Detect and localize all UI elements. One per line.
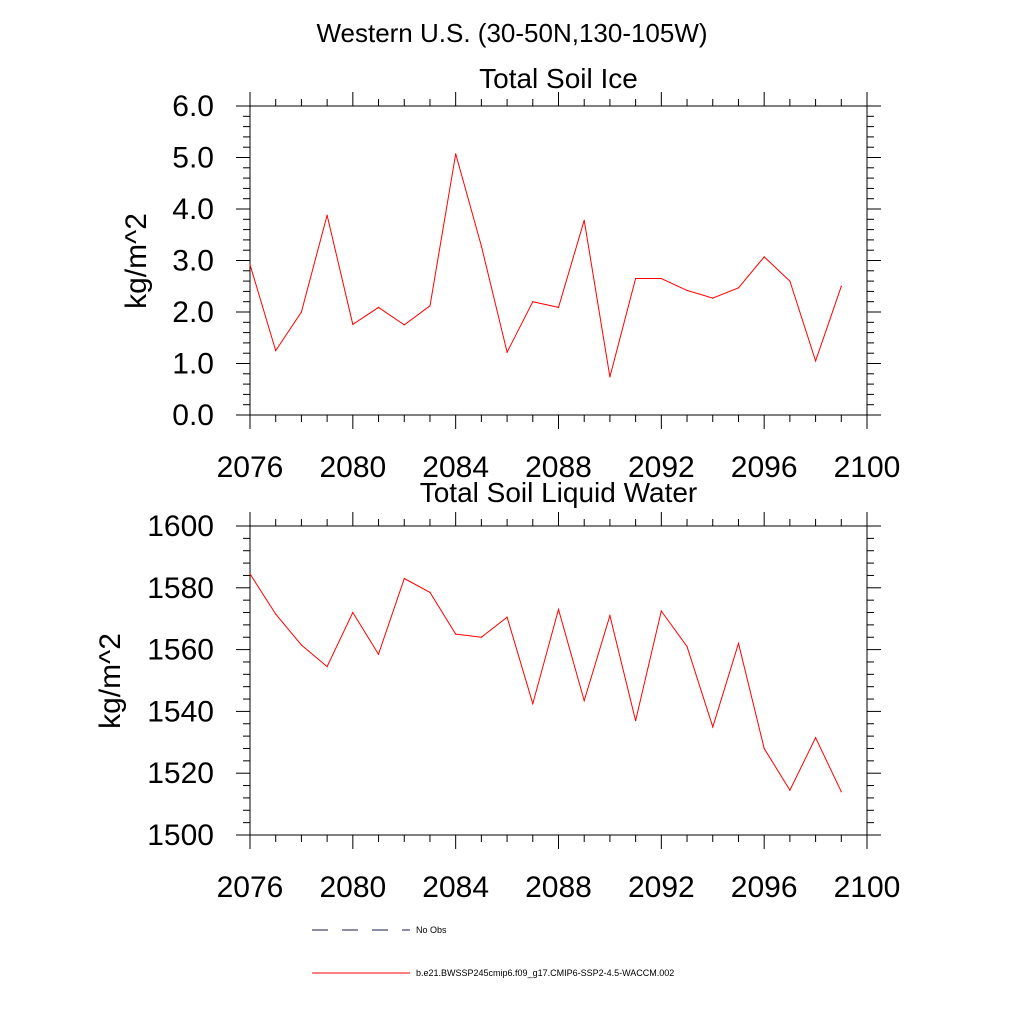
x-tick-label: 2088 — [525, 871, 592, 904]
x-tick-label: 2092 — [628, 871, 695, 904]
data-point — [789, 280, 791, 282]
y-tick-label: 3.0 — [172, 245, 214, 278]
data-point — [300, 311, 303, 313]
data-point — [686, 289, 688, 291]
x-tick-label: 2076 — [217, 871, 284, 904]
page-title: Western U.S. (30-50N,130-105W) — [316, 18, 707, 48]
y-tick-label: 1560 — [147, 634, 214, 667]
data-point — [609, 615, 611, 617]
chart-title: Total Soil Ice — [479, 63, 638, 94]
series-line — [249, 573, 842, 792]
data-point — [506, 616, 508, 618]
y-tick-label: 1520 — [147, 757, 214, 790]
data-point — [789, 789, 791, 791]
data-point — [403, 577, 405, 580]
data-point — [583, 219, 585, 221]
y-tick-label: 2.0 — [172, 296, 214, 329]
data-point — [686, 645, 688, 648]
x-tick-label: 2100 — [834, 451, 901, 484]
data-point — [763, 256, 765, 258]
series-line — [249, 153, 842, 378]
x-tick-label: 2100 — [834, 871, 901, 904]
data-point — [737, 642, 740, 645]
data-point — [480, 245, 482, 247]
x-tick-label: 2088 — [525, 451, 592, 484]
data-point — [583, 699, 585, 702]
data-point — [557, 608, 560, 611]
data-point — [455, 633, 457, 635]
data-point — [660, 610, 662, 612]
data-point — [429, 305, 431, 307]
chart-panel-2: Total Soil Liquid Water kg/m^2 2076 2080 208… — [94, 477, 900, 904]
x-tick-label: 2092 — [628, 451, 695, 484]
data-point — [635, 277, 637, 280]
legend: No Obs b.e21.BWSSP245cmip6.f09_g17.CMIP6-… — [312, 925, 674, 978]
data-point — [455, 153, 457, 155]
y-tick-label: 4.0 — [172, 193, 214, 226]
y-tick-label: 5.0 — [172, 142, 214, 175]
y-axis-label: kg/m^2 — [94, 633, 127, 729]
data-point — [326, 214, 328, 216]
plot-frame — [249, 525, 868, 836]
data-point — [377, 306, 380, 308]
data-point — [712, 726, 714, 728]
data-point — [532, 301, 534, 303]
data-point — [763, 747, 765, 750]
data-point — [326, 665, 328, 668]
data-point — [737, 287, 740, 289]
data-point — [480, 636, 482, 638]
data-point — [814, 737, 817, 739]
y-tick-label: 0.0 — [172, 399, 214, 432]
data-point — [506, 351, 508, 353]
x-tick-label: 2096 — [731, 871, 798, 904]
y-tick-label: 6.0 — [172, 90, 214, 123]
data-point — [840, 285, 842, 287]
data-point — [403, 324, 405, 326]
chart-title: Total Soil Liquid Water — [420, 477, 698, 508]
data-point — [377, 653, 380, 655]
data-point — [352, 323, 354, 325]
x-tick-label: 2084 — [422, 451, 489, 484]
data-point — [840, 791, 842, 793]
x-tick-label: 2080 — [319, 871, 386, 904]
y-tick-label: 1.0 — [172, 348, 214, 381]
data-point — [814, 360, 817, 362]
data-point — [557, 306, 560, 308]
x-tick-label: 2076 — [217, 451, 284, 484]
data-point — [712, 297, 714, 299]
data-point — [249, 573, 251, 575]
data-point — [635, 720, 637, 722]
data-point — [532, 703, 534, 705]
y-tick-label: 1580 — [147, 572, 214, 605]
y-tick-label: 1500 — [147, 819, 214, 852]
x-tick-label: 2080 — [319, 451, 386, 484]
data-point — [609, 376, 611, 378]
x-tick-label: 2084 — [422, 871, 489, 904]
chart-panel-1: Total Soil Ice kg/m^2 2076 2080 2084 2088 2092… — [120, 63, 900, 484]
plot-frame — [249, 105, 868, 416]
data-point — [660, 277, 662, 280]
y-tick-label: 1540 — [147, 695, 214, 728]
legend-label: b.e21.BWSSP245cmip6.f09_g17.CMIP6-SSP2-4… — [416, 968, 674, 978]
y-tick-label: 1600 — [147, 510, 214, 543]
data-point — [275, 350, 277, 352]
data-point — [352, 611, 354, 614]
x-tick-label: 2096 — [731, 451, 798, 484]
data-point — [429, 591, 431, 594]
data-point — [275, 613, 277, 615]
legend-label: No Obs — [416, 925, 447, 935]
y-axis-label: kg/m^2 — [120, 213, 153, 309]
data-point — [249, 264, 251, 266]
data-point — [300, 644, 303, 646]
